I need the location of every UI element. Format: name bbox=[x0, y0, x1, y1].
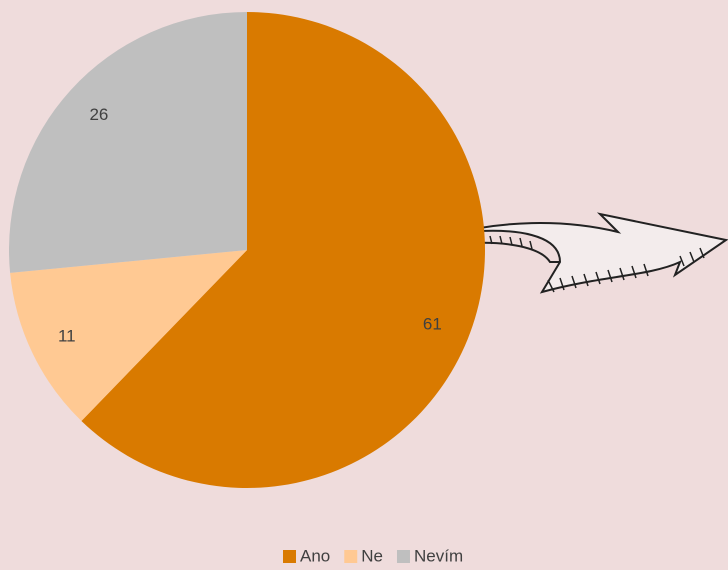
pie: 61 11 26 bbox=[9, 12, 485, 488]
data-label: 61 bbox=[423, 315, 442, 334]
legend-swatch bbox=[283, 550, 296, 563]
legend-swatch bbox=[344, 550, 357, 563]
legend: Ano Ne Nevím bbox=[283, 546, 463, 565]
legend-label: Ano bbox=[300, 546, 330, 565]
data-label: 11 bbox=[58, 326, 76, 345]
page: 611126 AnoNeNevím (() => { const data = … bbox=[0, 0, 728, 570]
legend-label: Ne bbox=[361, 546, 383, 565]
legend-swatch bbox=[397, 550, 410, 563]
data-label: 26 bbox=[89, 105, 108, 124]
legend-label: Nevím bbox=[414, 546, 463, 565]
chart: 61 11 26 Ano Ne Nevím bbox=[0, 0, 728, 570]
